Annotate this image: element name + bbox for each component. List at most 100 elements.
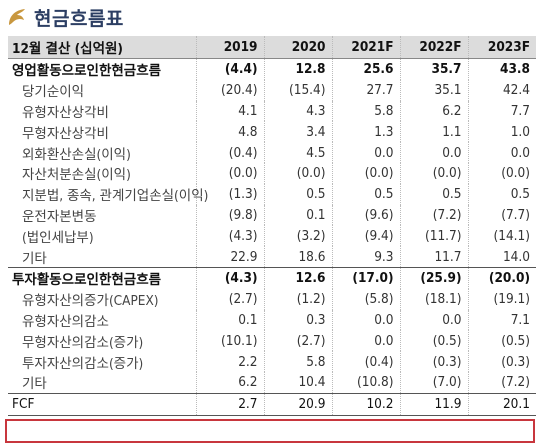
row-value: 10.2 [331, 392, 400, 416]
row-value: (7.7) [467, 204, 536, 226]
row-label: 지분법, 종속, 관계기업손실(이익) [22, 188, 209, 205]
table-row: 유형자산의증가(CAPEX) (2.7) (1.2) (5.8) (18.1) (19.1… [8, 288, 536, 310]
fcf-highlight-box [5, 419, 535, 443]
table-row: 외화환산손실(이익) (0.4) 4.5 0.0 0.0 0.0 [8, 142, 536, 163]
row-value: (20.0) [467, 266, 536, 289]
table-row: 무형자산의감소(증가) (10.1) (2.7) 0.0 (0.5) (0.5) [8, 330, 536, 352]
row-value: 1.1 [399, 121, 468, 143]
row-value: (17.0) [331, 266, 400, 289]
cash-flow-table: 12월 결산 (십억원) 2019 2020 2021F 2022F 2023F… [8, 36, 536, 416]
row-value: 0.0 [467, 142, 536, 163]
row-value: 7.1 [467, 309, 536, 331]
row-label: (법인세납부) [22, 229, 94, 246]
row-value: (0.0) [263, 162, 332, 184]
table-row: 기타 22.9 18.6 9.3 11.7 14.0 [8, 246, 536, 268]
table-row: 당기순이익 (20.4) (15.4) 27.7 35.1 42.4 [8, 79, 536, 101]
row-label: 당기순이익 [22, 84, 85, 101]
table-header-row: 12월 결산 (십억원) 2019 2020 2021F 2022F 2023F [8, 36, 536, 59]
table-row: 유형자산의감소 0.1 0.3 0.0 0.0 7.1 [8, 309, 536, 331]
row-value: (15.4) [263, 79, 332, 101]
row-label: 영업활동으로인한현금흐름 [8, 57, 196, 80]
row-label: 기타 [22, 250, 47, 267]
row-value: 4.3 [263, 100, 332, 122]
row-value: 0.0 [399, 142, 468, 163]
title-bar: 현금흐름표 [6, 4, 124, 30]
row-value: 5.8 [331, 100, 400, 122]
table-row: 유형자산상각비 4.1 4.3 5.8 6.2 7.7 [8, 100, 536, 122]
row-label: FCF [8, 392, 196, 416]
table-row: 무형자산상각비 4.8 3.4 1.3 1.1 1.0 [8, 121, 536, 143]
row-value: (10.8) [331, 371, 400, 394]
row-value: (18.1) [399, 288, 468, 310]
row-value: (19.1) [467, 288, 536, 310]
header-year: 2019 [195, 36, 264, 59]
row-value: (25.9) [399, 266, 468, 289]
row-value: 0.0 [331, 142, 400, 163]
row-value: 1.0 [467, 121, 536, 143]
row-value: 14.0 [467, 246, 536, 268]
row-value: 6.2 [399, 100, 468, 122]
row-value: 0.1 [195, 309, 264, 331]
row-value: 43.8 [467, 57, 536, 80]
row-value: 20.9 [263, 392, 332, 416]
row-value: (5.8) [331, 288, 400, 310]
row-value: 0.5 [263, 183, 332, 205]
row-value: (7.0) [399, 371, 468, 394]
row-value: 2.7 [195, 392, 264, 416]
row-value: (7.2) [467, 371, 536, 394]
table-row: 영업활동으로인한현금흐름 (4.4) 12.8 25.6 35.7 43.8 [8, 57, 536, 80]
row-value: 25.6 [331, 57, 400, 80]
row-value: (0.0) [399, 162, 468, 184]
table-row: 운전자본변동 (9.8) 0.1 (9.6) (7.2) (7.7) [8, 204, 536, 226]
row-value: (0.5) [399, 330, 468, 352]
header-year: 2020 [263, 36, 332, 59]
row-value: (9.8) [195, 204, 264, 226]
row-value: 35.1 [399, 79, 468, 101]
row-value: (10.1) [195, 330, 264, 352]
row-value: (9.4) [331, 225, 400, 247]
row-value: 0.0 [399, 309, 468, 331]
row-value: 0.5 [331, 183, 400, 205]
row-label: 유형자산의증가(CAPEX) [22, 293, 159, 310]
row-value: (0.0) [331, 162, 400, 184]
row-label: 유형자산상각비 [22, 104, 109, 121]
row-value: 0.1 [263, 204, 332, 226]
row-value: 7.7 [467, 100, 536, 122]
row-value: 0.3 [263, 309, 332, 331]
table-row: 지분법, 종속, 관계기업손실(이익) (1.3) 0.5 0.5 0.5 0.5 [8, 183, 536, 205]
row-label: 기타 [22, 376, 47, 393]
row-value: 4.5 [263, 142, 332, 163]
table-row: (법인세납부) (4.3) (3.2) (9.4) (11.7) (14.1) [8, 225, 536, 247]
row-value: 2.2 [195, 351, 264, 372]
row-label: 무형자산의감소(증가) [22, 334, 144, 351]
row-value: 0.5 [467, 183, 536, 205]
row-value: (4.3) [195, 266, 264, 289]
table-row: 자산처분손실(이익) (0.0) (0.0) (0.0) (0.0) (0.0) [8, 162, 536, 184]
leaf-bullet-icon [6, 6, 28, 28]
row-value: 4.8 [195, 121, 264, 143]
row-value: (0.4) [331, 351, 400, 372]
row-value: 12.8 [263, 57, 332, 80]
row-value: (0.3) [467, 351, 536, 372]
row-value: (0.0) [195, 162, 264, 184]
row-value: (3.2) [263, 225, 332, 247]
header-year: 2021F [331, 36, 400, 59]
row-value: (20.4) [195, 79, 264, 101]
row-value: (11.7) [399, 225, 468, 247]
row-value: (0.5) [467, 330, 536, 352]
row-value: 4.1 [195, 100, 264, 122]
row-value: 0.0 [331, 330, 400, 352]
row-value: 1.3 [331, 121, 400, 143]
row-value: (0.0) [467, 162, 536, 184]
row-value: (1.3) [195, 183, 264, 205]
row-value: 3.4 [263, 121, 332, 143]
row-value: (4.3) [195, 225, 264, 247]
row-value: 0.5 [399, 183, 468, 205]
table-row: 투자활동으로인한현금흐름 (4.3) 12.6 (17.0) (25.9) (20.0) [8, 266, 536, 289]
header-label: 12월 결산 (십억원) [8, 36, 196, 59]
row-label: 투자활동으로인한현금흐름 [8, 266, 196, 289]
row-value: 6.2 [195, 371, 264, 394]
row-value: (0.4) [195, 142, 264, 163]
table-row: 투자자산의감소(증가) 2.2 5.8 (0.4) (0.3) (0.3) [8, 351, 536, 372]
row-value: 9.3 [331, 246, 400, 268]
